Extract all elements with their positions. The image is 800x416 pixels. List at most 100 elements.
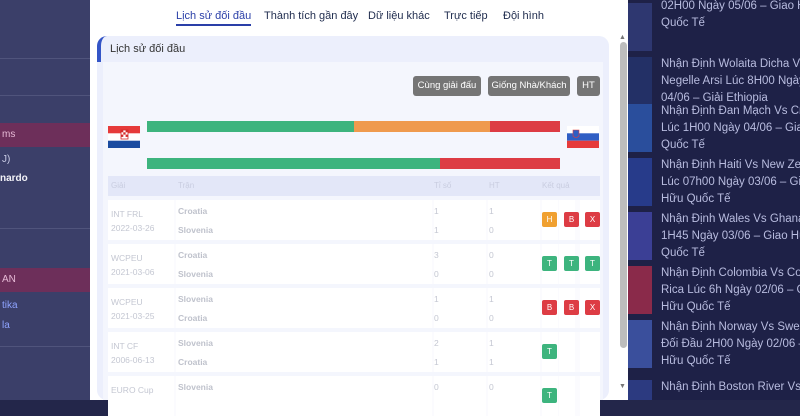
result-badge: X (585, 300, 600, 315)
left-panel-item[interactable]: tika (0, 300, 90, 311)
divider (0, 346, 90, 347)
table-cell (488, 332, 540, 372)
table-cell (176, 288, 432, 328)
news-item[interactable]: Nhận Định Norway Vs Swed Đối Đầu 2H00 Ngà… (628, 317, 800, 371)
match-date: 2006-06-13 (111, 355, 155, 365)
away-halftime-score: 1 (489, 357, 494, 367)
news-title[interactable]: Nhận Định Wolaita Dicha Vs Negelle Arsi L… (661, 56, 800, 107)
news-title-line: Nhận Định Colombia Vs Cos (661, 267, 800, 279)
news-item[interactable]: Nhận Định Boston River Vs (628, 377, 800, 400)
divider (0, 228, 90, 229)
news-title-line: Hữu Quốc Tế (661, 355, 731, 367)
news-title-line: Nhận Định Wolaita Dicha Vs (661, 58, 800, 70)
news-title[interactable]: Nhận Định Colombia Vs Cos Rica Lúc 6h Ngà… (661, 265, 800, 316)
same-league-filter-button[interactable]: Cùng giải đấu (413, 76, 481, 96)
news-title-line: Nhận Định Norway Vs Swed (661, 321, 800, 333)
tab-lineup[interactable]: Đội hình (503, 10, 544, 22)
table-cell (434, 288, 486, 328)
news-item[interactable]: Nhận Định Wales Vs Ghana 1H45 Ngày 03/06 … (628, 209, 800, 263)
result-badge: T (564, 256, 579, 271)
result-badge: T (542, 256, 557, 271)
news-thumbnail[interactable] (628, 380, 652, 400)
table-cell (108, 332, 174, 372)
home-halftime-score: 1 (489, 206, 494, 216)
right-news-panel: 02H00 Ngày 05/06 – Giao H Quốc Tế Nhận Địn… (628, 0, 800, 400)
table-cell (434, 332, 486, 372)
same-home-away-filter-button[interactable]: Giống Nhà/Khách (488, 76, 570, 96)
tab-head-to-head[interactable]: Lịch sử đối đầu (176, 10, 252, 26)
tab-recent-form[interactable]: Thành tích gần đây (264, 10, 359, 22)
table-row[interactable]: INT FRL 2022-03-26 Croatia Slovenia 1 1 1 0 H B X (108, 200, 600, 240)
bar-segment-loss (490, 121, 560, 132)
news-title[interactable]: Nhận Định Boston River Vs (661, 379, 800, 396)
scroll-up-arrow-icon[interactable]: ▲ (619, 34, 626, 41)
news-item[interactable]: 02H00 Ngày 05/06 – Giao H Quốc Tế (628, 0, 800, 54)
result-badge: T (542, 344, 557, 359)
news-thumbnail[interactable] (628, 266, 652, 314)
news-thumbnail[interactable] (628, 3, 652, 51)
halftime-filter-button[interactable]: HT (577, 76, 600, 96)
news-thumbnail[interactable] (628, 57, 652, 105)
news-title[interactable]: 02H00 Ngày 05/06 – Giao H Quốc Tế (661, 0, 800, 32)
table-cell (176, 376, 432, 416)
slovenia-flag-icon (567, 126, 599, 148)
result-badge: B (564, 300, 579, 315)
left-panel-label: nardo (0, 173, 28, 184)
league-name: EURO Cup (111, 385, 154, 395)
news-title[interactable]: Nhận Định Đan Mạch Vs Cro Lúc 1H00 Ngày 0… (661, 103, 800, 154)
table-cell (559, 376, 575, 416)
column-header-match: Trận (178, 181, 195, 190)
table-row[interactable]: EURO Cup Slovenia 0 0 T (108, 376, 600, 416)
news-title[interactable]: Nhận Định Haiti Vs New Ze Lúc 07h00 Ngày … (661, 157, 800, 208)
news-title-line: Nhận Định Wales Vs Ghana (661, 213, 800, 225)
news-item[interactable]: Nhận Định Đan Mạch Vs Cro Lúc 1H00 Ngày 0… (628, 101, 800, 155)
match-date: 2021-03-06 (111, 267, 155, 277)
tab-other-data[interactable]: Dữ liệu khác (368, 10, 430, 22)
news-title-line: 1H45 Ngày 03/06 – Giao Hữ (661, 230, 800, 242)
news-item[interactable]: Nhận Định Wolaita Dicha Vs Negelle Arsi L… (628, 54, 800, 108)
table-cell (434, 376, 486, 416)
home-team-name: Croatia (178, 206, 208, 216)
home-team-name: Slovenia (178, 338, 213, 348)
table-row[interactable]: WCPEU 2021-03-06 Croatia Slovenia 3 0 0 0 T T T (108, 244, 600, 284)
bar-segment-draw (354, 121, 490, 132)
table-cell (108, 376, 174, 416)
left-panel-label: AN (2, 274, 16, 285)
table-cell (108, 244, 174, 284)
news-title-line: Quốc Tế (661, 247, 705, 259)
league-name: INT CF (111, 341, 139, 351)
left-panel-item[interactable]: nardo (0, 173, 90, 184)
news-thumbnail[interactable] (628, 158, 652, 206)
away-team-name: Croatia (178, 357, 208, 367)
news-title[interactable]: Nhận Định Wales Vs Ghana 1H45 Ngày 03/06 … (661, 211, 800, 262)
news-title-line: Nhận Định Boston River Vs (661, 381, 800, 393)
home-halftime-score: 1 (489, 338, 494, 348)
news-title[interactable]: Nhận Định Norway Vs Swed Đối Đầu 2H00 Ngà… (661, 319, 800, 370)
table-cell (176, 332, 432, 372)
news-title-line: Hữu Quốc Tế (661, 193, 731, 205)
away-score: 1 (434, 357, 439, 367)
section-header: Lịch sử đối đầu (97, 36, 609, 62)
left-panel-item[interactable]: la (0, 320, 90, 331)
scroll-down-arrow-icon[interactable]: ▼ (619, 383, 626, 390)
table-cell (488, 244, 540, 284)
table-row[interactable]: WCPEU 2021-03-25 Slovenia Croatia 1 0 1 0 B B X (108, 288, 600, 328)
left-background-panel: ms J) nardo AN tika la (0, 0, 90, 400)
home-halftime-score: 0 (489, 382, 494, 392)
news-thumbnail[interactable] (628, 212, 652, 260)
home-score: 0 (434, 382, 439, 392)
result-badge: B (564, 212, 579, 227)
home-score: 1 (434, 294, 439, 304)
scrollbar-thumb[interactable] (620, 42, 627, 348)
croatia-flag-icon (108, 126, 140, 148)
divider (0, 95, 90, 96)
news-thumbnail[interactable] (628, 320, 652, 368)
news-title-line: Quốc Tế (661, 139, 705, 151)
news-thumbnail[interactable] (628, 104, 652, 152)
home-team-name: Slovenia (178, 382, 213, 392)
news-item[interactable]: Nhận Định Haiti Vs New Ze Lúc 07h00 Ngày … (628, 155, 800, 209)
table-row[interactable]: INT CF 2006-06-13 Slovenia Croatia 2 1 1 1 T (108, 332, 600, 372)
left-panel-item[interactable]: J) (0, 154, 90, 165)
news-item[interactable]: Nhận Định Colombia Vs Cos Rica Lúc 6h Ngà… (628, 263, 800, 317)
tab-live[interactable]: Trực tiếp (444, 10, 488, 22)
